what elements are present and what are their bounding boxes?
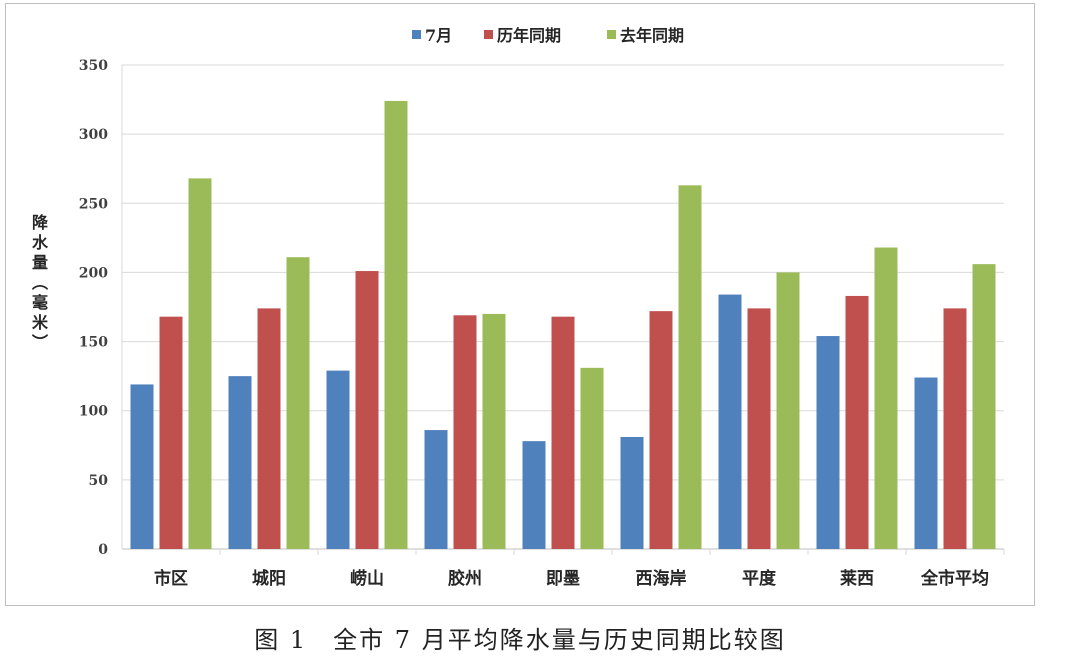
x-tick-label: 崂山 [350, 568, 384, 589]
x-tick-label: 城阳 [252, 569, 286, 589]
legend-label: 7月 [425, 26, 452, 45]
y-tick-label: 0 [98, 542, 108, 558]
bar-7月 [424, 430, 448, 549]
legend-label: 去年同期 [620, 26, 684, 45]
bar-去年同期 [776, 272, 800, 549]
y-axis-label: 降水量（毫米） [29, 214, 48, 354]
y-tick-label: 250 [79, 196, 108, 212]
bar-历年同期 [845, 295, 869, 549]
bar-去年同期 [580, 367, 604, 549]
bar-7月 [914, 377, 938, 549]
legend-swatch [412, 30, 421, 39]
x-tick-label: 全市平均 [920, 568, 989, 589]
bar-去年同期 [874, 247, 898, 549]
y-tick-label: 100 [79, 404, 108, 420]
bar-7月 [228, 376, 252, 549]
bar-历年同期 [943, 308, 967, 549]
y-tick-label: 350 [79, 58, 108, 74]
y-tick-label: 200 [79, 265, 108, 281]
bar-7月 [326, 370, 350, 549]
bar-历年同期 [355, 271, 379, 549]
x-tick-label: 胶州 [448, 568, 482, 589]
bar-7月 [522, 441, 546, 549]
y-tick-label: 50 [89, 473, 109, 489]
bar-去年同期 [286, 257, 310, 549]
bar-历年同期 [257, 308, 281, 549]
bar-7月 [620, 436, 644, 549]
figure-caption: 图 1 全市 7 月平均降水量与历史同期比较图 [254, 626, 786, 654]
x-tick-label: 市区 [154, 568, 188, 589]
x-tick-label: 平度 [742, 568, 777, 589]
legend-swatch [484, 30, 493, 39]
bar-去年同期 [972, 264, 996, 549]
x-tick-label: 即墨 [546, 569, 580, 589]
bar-历年同期 [747, 308, 771, 549]
bar-历年同期 [453, 315, 477, 549]
bar-7月 [718, 294, 742, 549]
y-tick-label: 150 [79, 335, 108, 351]
bar-历年同期 [159, 316, 183, 549]
bar-去年同期 [678, 185, 702, 549]
x-tick-label: 西海岸 [636, 568, 687, 589]
legend-swatch [607, 30, 616, 39]
bar-历年同期 [649, 311, 673, 549]
bar-去年同期 [384, 100, 408, 549]
y-tick-label: 300 [79, 127, 108, 143]
bar-历年同期 [551, 316, 575, 549]
x-tick-label: 莱西 [840, 569, 874, 589]
bar-7月 [816, 336, 840, 549]
bar-7月 [130, 384, 154, 549]
legend-label: 历年同期 [497, 26, 561, 45]
chart-frame [5, 3, 1035, 606]
bar-去年同期 [188, 178, 212, 549]
bar-去年同期 [482, 313, 506, 549]
